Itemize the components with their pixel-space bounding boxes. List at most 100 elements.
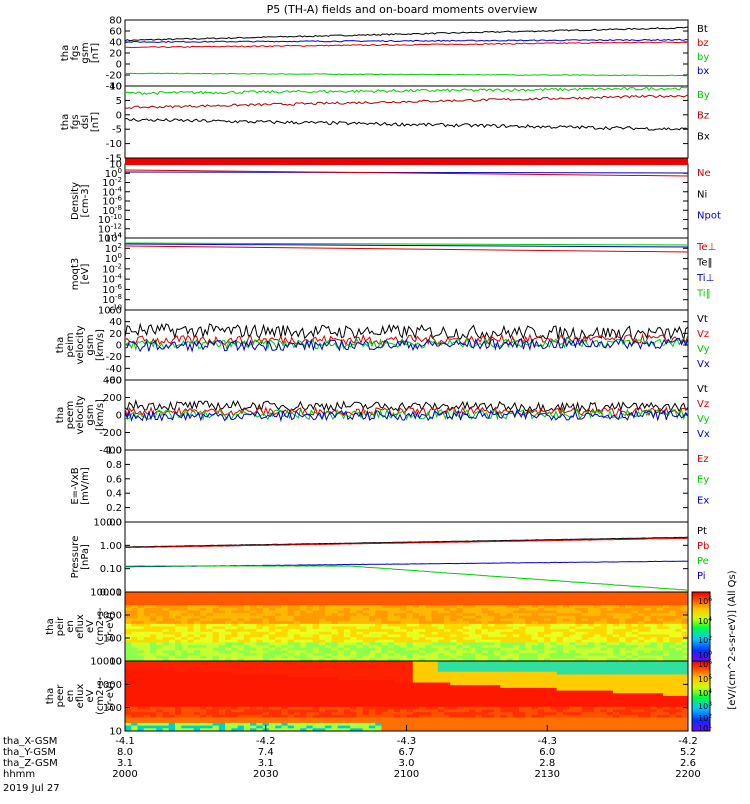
heatmap-cell [156,640,163,643]
heatmap-cell [613,605,620,608]
heatmap-cell [488,685,495,688]
heatmap-cell [675,704,682,707]
heatmap-cell [650,699,657,702]
heatmap-cell [125,629,132,632]
heatmap-cell [281,720,288,723]
heatmap-cell [275,685,282,688]
heatmap-cell [194,691,201,694]
heatmap-cell [532,669,539,672]
heatmap-cell [632,640,639,643]
heatmap-cell [281,674,288,677]
heatmap-cell [557,688,564,691]
heatmap-cell [457,707,464,710]
heatmap-cell [538,693,545,696]
heatmap-cell [163,707,170,710]
heatmap-cell [538,650,545,653]
heatmap-cell [513,645,520,648]
heatmap-cell [525,718,532,721]
y-axis-label: thafgsgsm[nT] [60,42,101,63]
heatmap-cell [288,699,295,702]
heatmap-cell [500,672,507,675]
heatmap-cell [482,677,489,680]
heatmap-cell [394,726,401,729]
heatmap-cell [394,677,401,680]
heatmap-cell [263,640,270,643]
heatmap-cell [181,611,188,614]
heatmap-cell [563,701,570,704]
heatmap-cell [525,653,532,656]
heatmap-cell [613,699,620,702]
heatmap-cell [419,634,426,637]
heatmap-cell [213,718,220,721]
heatmap-cell [275,597,282,600]
heatmap-cell [500,707,507,710]
heatmap-cell [225,597,232,600]
heatmap-cell [225,726,232,729]
heatmap-cell [413,707,420,710]
heatmap-cell [344,701,351,704]
heatmap-cell [538,653,545,656]
heatmap-cell [494,632,501,635]
heatmap-cell [550,718,557,721]
heatmap-cell [632,595,639,598]
heatmap-cell [388,680,395,683]
heatmap-cell [475,637,482,640]
heatmap-cell [544,707,551,710]
heatmap-cell [150,704,157,707]
heatmap-cell [532,619,539,622]
heatmap-cell [219,723,226,726]
heatmap-cell [363,600,370,603]
heatmap-cell [613,653,620,656]
heatmap-cell [263,619,270,622]
heatmap-cell [394,619,401,622]
heatmap-cell [557,709,564,712]
heatmap-cell [319,595,326,598]
heatmap-cell [275,696,282,699]
heatmap-cell [413,648,420,651]
heatmap-cell [607,685,614,688]
heatmap-cell [381,648,388,651]
heatmap-cell [488,726,495,729]
heatmap-cell [294,664,301,667]
heatmap-cell [444,718,451,721]
heatmap-cell [569,707,576,710]
heatmap-cell [588,611,595,614]
heatmap-cell [244,632,251,635]
heatmap-cell [163,712,170,715]
heatmap-cell [381,666,388,669]
legend-label: Bt [697,24,708,35]
heatmap-cell [325,613,332,616]
heatmap-cell [194,616,201,619]
heatmap-cell [169,720,176,723]
heatmap-cell [632,642,639,645]
heatmap-cell [175,648,182,651]
heatmap-cell [588,637,595,640]
heatmap-cell [519,656,526,659]
series-Bx [125,119,688,131]
heatmap-cell [206,600,213,603]
heatmap-cell [538,715,545,718]
heatmap-cell [244,603,251,606]
heatmap-cell [250,677,257,680]
heatmap-cell [619,648,626,651]
heatmap-cell [557,595,564,598]
heatmap-cell [575,723,582,726]
heatmap-cell [457,627,464,630]
heatmap-cell [381,642,388,645]
heatmap-cell [463,693,470,696]
heatmap-cell [138,624,145,627]
heatmap-cell [582,600,589,603]
heatmap-cell [675,680,682,683]
heatmap-cell [394,712,401,715]
heatmap-cell [356,648,363,651]
heatmap-cell [669,597,676,600]
heatmap-cell [582,637,589,640]
heatmap-cell [156,656,163,659]
heatmap-cell [331,669,338,672]
heatmap-cell [500,650,507,653]
heatmap-cell [163,632,170,635]
heatmap-cell [625,664,632,667]
heatmap-cell [231,632,238,635]
heatmap-cell [632,718,639,721]
heatmap-cell [463,627,470,630]
